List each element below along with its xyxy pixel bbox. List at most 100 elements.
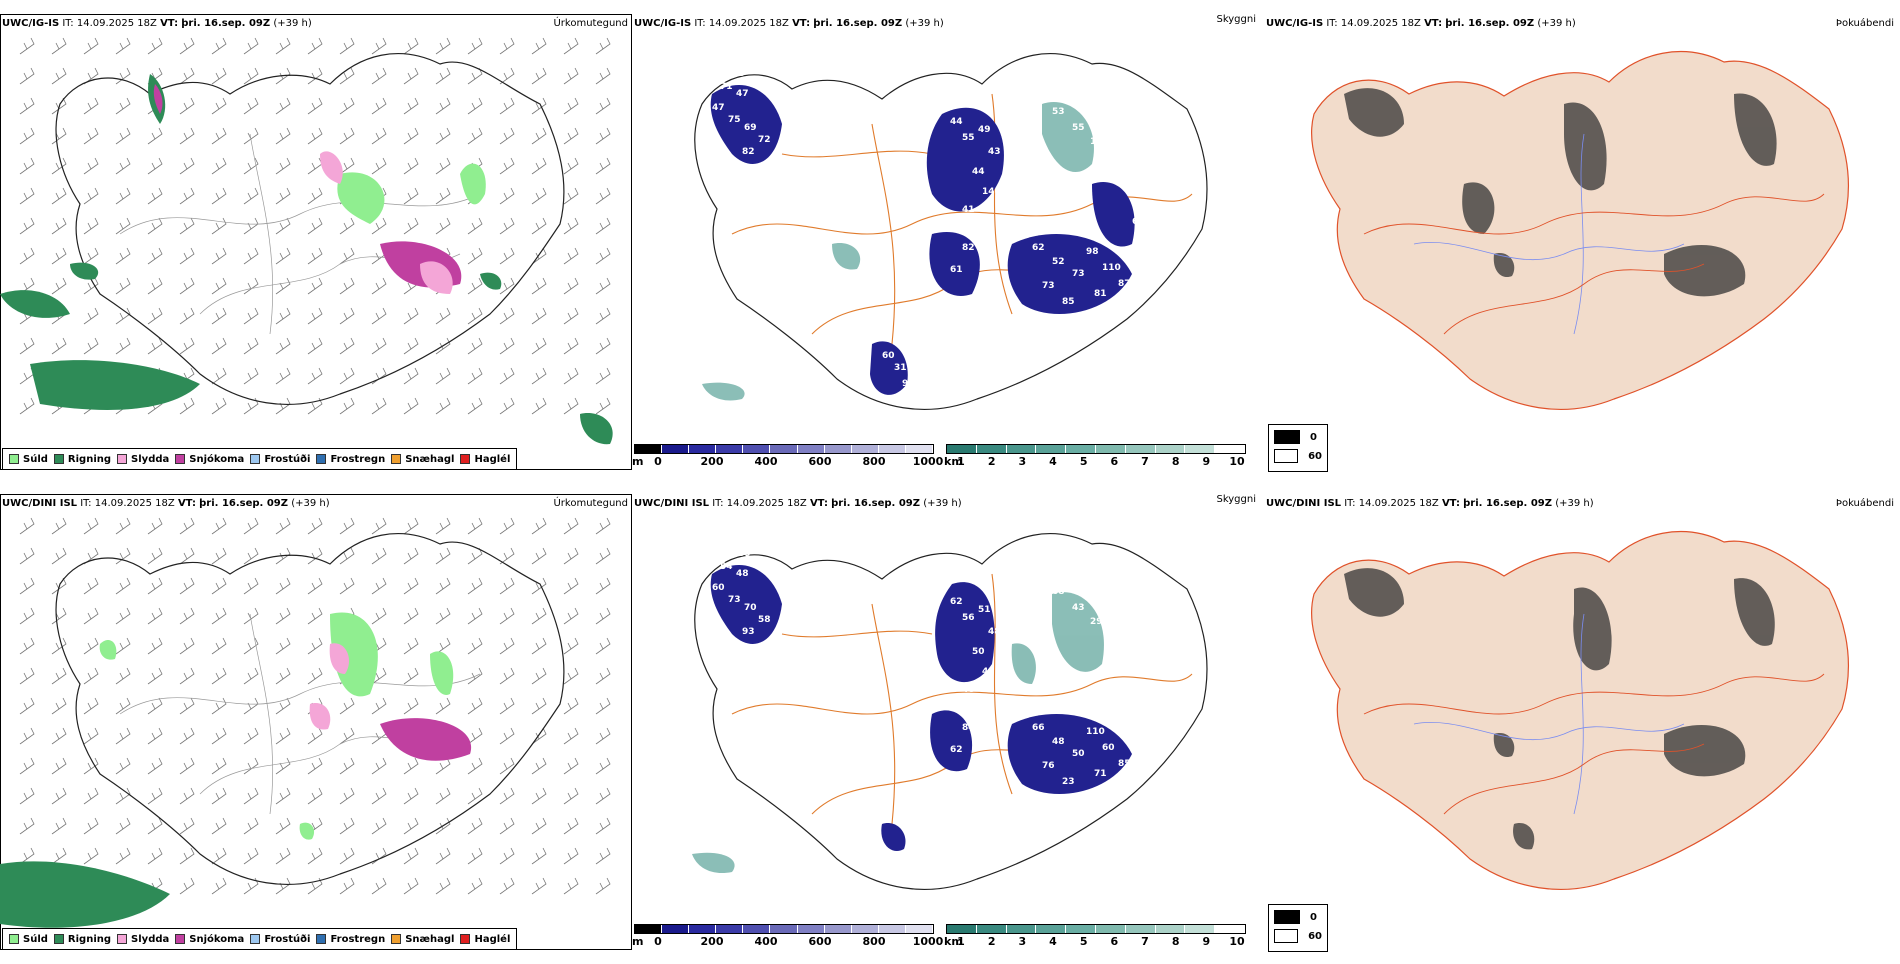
legend-swatch [117, 934, 128, 944]
wind-barb [19, 247, 35, 265]
wind-barb [307, 517, 323, 535]
visibility-value: 69 [744, 123, 757, 133]
visibility-value: 109 [732, 549, 751, 559]
wind-barb [51, 727, 67, 745]
precip-map[interactable] [0, 14, 632, 484]
wind-barb [595, 277, 611, 295]
wind-barb [115, 157, 131, 175]
colorbar-cell [878, 445, 906, 453]
wind-barb [531, 67, 547, 85]
wind-barb [531, 37, 547, 55]
wind-barb [595, 37, 611, 55]
visibility-value: 48 [988, 627, 1001, 637]
legend-swatch [175, 454, 186, 464]
wind-barb [371, 37, 387, 55]
visibility-value: 49 [978, 125, 991, 135]
wind-barb [371, 217, 387, 235]
colorbar-cells [634, 924, 934, 934]
wind-barb [435, 37, 451, 55]
wind-barb [467, 517, 483, 535]
wind-barb [307, 787, 323, 805]
wind-barb [563, 697, 579, 715]
wind-barb [179, 667, 195, 685]
wind-barb [307, 247, 323, 265]
wind-barb [499, 367, 515, 385]
wind-barb [115, 217, 131, 235]
wind-barb [115, 757, 131, 775]
colorbar-cell [1185, 925, 1216, 933]
wind-barb [531, 187, 547, 205]
wind-barb [307, 547, 323, 565]
wind-barb [243, 577, 259, 595]
wind-barb [435, 547, 451, 565]
fog-map[interactable] [1264, 14, 1896, 484]
wind-barb [563, 847, 579, 865]
wind-barb [211, 397, 227, 415]
wind-barb [115, 847, 131, 865]
wind-barb [499, 217, 515, 235]
wind-barb [371, 127, 387, 145]
wind-barb [403, 787, 419, 805]
wind-barb [371, 817, 387, 835]
wind-barb [51, 247, 67, 265]
wind-barb [147, 697, 163, 715]
wind-barb [595, 667, 611, 685]
wind-barb [371, 337, 387, 355]
wind-barb [403, 697, 419, 715]
colorbar-cell [716, 925, 744, 933]
wind-barb [403, 517, 419, 535]
colorbar-cell [1155, 445, 1186, 453]
colorbar-ticks: m 0 200 400 600 800 1000 [632, 934, 943, 948]
visibility-map[interactable]: 4871476770477569728244554943441404147826… [632, 14, 1264, 484]
fog-legend-swatch [1274, 430, 1300, 444]
wind-barb [435, 397, 451, 415]
wind-barb [563, 877, 579, 895]
wind-barb [371, 157, 387, 175]
wind-barb [307, 757, 323, 775]
wind-barb [19, 577, 35, 595]
visibility-value: 29 [1090, 617, 1103, 627]
visibility-value: 55 [962, 133, 975, 143]
fog-map[interactable] [1264, 494, 1896, 964]
wind-barb [19, 727, 35, 745]
panel-tag: Skyggni [1216, 494, 1256, 505]
fog-legend: 0 60 [1268, 904, 1328, 952]
colorbar-cell [1125, 925, 1156, 933]
wind-barb [371, 97, 387, 115]
visibility-map[interactable]: 1095448518960737058936256514850494894846… [632, 494, 1264, 964]
legend-swatch [250, 934, 261, 944]
wind-barb [307, 127, 323, 145]
iceland-outline [55, 533, 565, 885]
panel-title: UWC/IG-IS IT: 14.09.2025 18Z VT: þri. 16… [1266, 18, 1576, 29]
wind-barb [275, 517, 291, 535]
wind-barb [563, 337, 579, 355]
colorbar-tick: 2 [987, 935, 996, 948]
colorbar-unit: km [944, 455, 963, 468]
colorbar-tick: 2 [987, 455, 996, 468]
legend-item: Frostúði [250, 934, 310, 945]
wind-barb [275, 607, 291, 625]
wind-barb [499, 67, 515, 85]
legend-label: Slydda [131, 933, 170, 945]
wind-barb [339, 37, 355, 55]
precip-map[interactable] [0, 494, 632, 964]
precip-type-panel: UWC/DINI ISL IT: 14.09.2025 18Z VT: þri.… [0, 494, 632, 964]
wind-barb [275, 187, 291, 205]
wind-barb [307, 217, 323, 235]
visibility-value: 67 [752, 79, 765, 89]
wind-barb [467, 697, 483, 715]
rivers [1413, 613, 1685, 815]
iceland-land [1311, 531, 1850, 890]
wind-barb [307, 157, 323, 175]
wind-barb [243, 397, 259, 415]
wind-barb [467, 547, 483, 565]
wind-barb [531, 577, 547, 595]
colorbar-cell [797, 925, 825, 933]
wind-barb [243, 637, 259, 655]
wind-barb [435, 637, 451, 655]
wind-barb [563, 217, 579, 235]
visibility-value: 41 [962, 205, 975, 215]
wind-barb [563, 247, 579, 265]
colorbar-cell [1095, 445, 1126, 453]
wind-barb [339, 217, 355, 235]
